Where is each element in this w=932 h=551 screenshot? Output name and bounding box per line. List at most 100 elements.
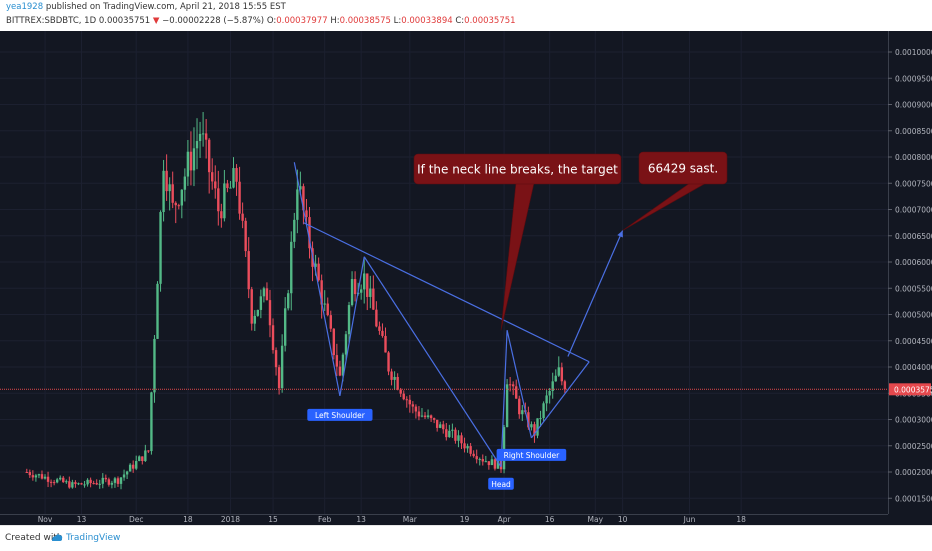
candle-body [229, 187, 232, 189]
candle-body [335, 355, 339, 367]
candle-body [144, 450, 147, 461]
candle-body [554, 375, 557, 382]
candle-body [369, 288, 372, 297]
y-tick-label: 0.00060000 [895, 258, 932, 267]
candle-body [220, 211, 223, 219]
candle-body [460, 435, 463, 444]
callout-box [413, 153, 622, 185]
author-link[interactable]: yea1928 [6, 2, 44, 12]
candle-body [484, 461, 488, 463]
candle-body [387, 352, 390, 372]
candle-body [408, 399, 412, 405]
candle-body [302, 186, 305, 211]
candle-body [122, 474, 126, 478]
candle-body [125, 471, 129, 475]
candle-body [445, 429, 448, 438]
candle-body [174, 202, 177, 206]
callout-text: 66429 sast. [648, 162, 718, 176]
x-tick-label: 15 [268, 515, 278, 524]
candle-body [472, 453, 475, 457]
pattern-line [500, 330, 508, 467]
y-tick-label: 0.00040000 [895, 363, 932, 372]
candle-body [393, 376, 396, 380]
candle-body [262, 288, 266, 297]
open-value: 0.00037977 [276, 16, 328, 26]
candle-body [505, 384, 509, 428]
publish-text: published on TradingView.com, April 21, … [45, 2, 286, 12]
candle-body [493, 459, 497, 469]
candle-body [384, 335, 387, 353]
candle-body [508, 384, 512, 386]
high-label: H: [330, 16, 340, 26]
y-tick-label: 0.00075000 [895, 179, 932, 188]
candle-body [71, 482, 74, 488]
pattern-label-box [307, 408, 373, 421]
candle-body [195, 141, 199, 149]
candle-body [426, 415, 430, 418]
candle-body [305, 210, 308, 218]
candle-body [308, 217, 311, 249]
x-tick-label: 13 [77, 515, 87, 524]
candle-body [80, 483, 83, 485]
candle-body [329, 315, 332, 329]
candle-body [271, 325, 275, 351]
tradingview-brand[interactable]: TradingView [66, 533, 121, 543]
candle-body [451, 429, 454, 431]
candle-body [396, 376, 399, 390]
candle-body [59, 477, 62, 480]
x-tick-label: 18 [736, 515, 746, 524]
candle-body [521, 410, 524, 415]
candle-body [150, 392, 153, 452]
candle-body [463, 443, 466, 449]
x-tick-label: Apr [498, 515, 512, 524]
low-value: 0.00033894 [401, 16, 453, 26]
candle-body [293, 219, 296, 242]
pattern-line [506, 330, 533, 439]
candle-body [68, 481, 71, 488]
candle-body [171, 184, 174, 203]
pattern-label: Right Shoulder [504, 451, 560, 460]
pattern-label: Head [491, 480, 511, 489]
pattern-line [339, 256, 365, 396]
candle-body [49, 481, 53, 483]
candle-body [265, 288, 269, 301]
pattern-line [363, 256, 502, 468]
candle-body [244, 220, 247, 252]
price-chart[interactable]: 0.00100000 0.00095000 0.00090000 0.00085000… [0, 31, 932, 525]
down-arrow-icon: ▼ [152, 16, 160, 26]
candle-body [560, 367, 564, 382]
open-label: O: [266, 16, 277, 26]
x-tick-label: 18 [183, 515, 193, 524]
tradingview-logo-icon [52, 534, 63, 541]
candle-body [37, 474, 41, 476]
symbol-label[interactable]: BITTREX:SBDBTC, 1D [6, 16, 97, 26]
chart-header: yea1928 published on TradingView.com, Ap… [0, 0, 932, 31]
candle-body [344, 334, 348, 355]
candle-body [110, 482, 114, 485]
y-tick-label: 0.00055000 [895, 284, 932, 293]
candle-body [496, 460, 500, 469]
candle-body [253, 315, 256, 324]
candle-body [515, 386, 518, 399]
y-tick-label: 0.00065000 [895, 232, 932, 241]
candle-body [189, 151, 193, 171]
candle-body [290, 241, 293, 294]
candle-body [141, 456, 144, 461]
candle-body [457, 435, 460, 441]
candle-body [247, 251, 250, 290]
pattern-line [303, 222, 590, 363]
current-price-tag-label: 0.00035751 [894, 385, 932, 394]
y-tick-label: 0.00015000 [895, 494, 932, 503]
candle-body [314, 263, 317, 267]
candle-body [226, 183, 229, 189]
chart-background [0, 31, 932, 525]
candle-body [366, 273, 369, 297]
x-tick-label: 16 [545, 515, 555, 524]
candle-body [511, 384, 515, 387]
candle-body [55, 479, 59, 483]
x-tick-label: Feb [318, 515, 332, 524]
candle-body [287, 293, 290, 309]
candle-body [527, 412, 530, 428]
candle-body [378, 326, 381, 331]
candle-body [232, 168, 235, 188]
